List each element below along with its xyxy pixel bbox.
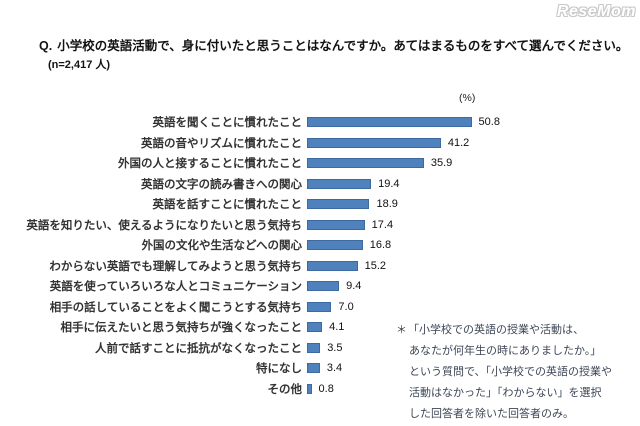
footnote-line: という質問で、「小学校での英語の授業や [396, 362, 640, 383]
chart-row: 特になし 3.4 [0, 358, 640, 379]
chart-row: 人前で話すことに抵抗がなくなったこと 3.5 [0, 338, 640, 359]
chart-row: その他 0.8 [0, 379, 640, 400]
category-label: その他 [267, 383, 303, 396]
bar [307, 199, 370, 210]
bar [307, 117, 472, 128]
bar [307, 322, 323, 333]
footnote-text: という質問で、「小学校での英語の授業や [409, 366, 613, 378]
bar [307, 281, 340, 292]
sample-size-label: (n=2,417 人) [48, 59, 111, 71]
question-prefix: Q. [39, 39, 53, 53]
chart-row: 英語の音やリズムに慣れたこと 41.2 [0, 133, 640, 154]
value-label: 0.8 [318, 382, 334, 395]
chart-row: 英語を知りたい、使えるようになりたいと思う気持ち 17.4 [0, 215, 640, 236]
footnote-text: あなたが何年生の時にありましたか。」 [409, 345, 602, 357]
bar [307, 219, 365, 230]
footnote-line: ＊「小学校での英語の授業や活動は、 [396, 320, 640, 341]
horizontal-bar-chart: 英語を聞くことに慣れたこと 50.8 英語の音やリズムに慣れたこと 41.2 外国の人と… [0, 112, 640, 399]
bar [307, 240, 363, 251]
category-label: 相手に伝えたいと思う気持ちが強くなったこと [60, 322, 303, 335]
category-label: 英語の音やリズムに慣れたこと [141, 137, 302, 150]
value-label: 16.8 [369, 239, 392, 252]
question-title: Q. 小学校の英語活動で、身に付いたと思うことはなんですか。あてはまるものをすべて… [39, 35, 628, 54]
bar [307, 342, 321, 353]
bar [307, 260, 358, 271]
bar [307, 383, 312, 394]
value-label: 17.4 [371, 218, 394, 231]
chart-row: 相手に伝えたいと思う気持ちが強くなったこと 4.1 [0, 317, 640, 338]
footnote-text: 活動はなかった」「わからない」を選択 [409, 387, 602, 399]
value-label: 19.4 [378, 177, 400, 190]
category-label: 特になし [256, 363, 302, 376]
bar [307, 158, 424, 169]
category-label: 英語を使っていろいろな人とコミュニケーション [49, 281, 302, 294]
chart-row: 外国の人と接することに慣れたこと 35.9 [0, 153, 640, 174]
value-label: 35.9 [430, 157, 453, 170]
value-label: 18.9 [376, 198, 398, 211]
category-label: 英語を聞くことに慣れたこと [152, 117, 303, 130]
chart-row: わからない英語でも理解してみようと思う気持ち 15.2 [0, 256, 640, 277]
category-label: 人前で話すことに抵抗がなくなったこと [95, 342, 302, 355]
value-label: 50.8 [478, 116, 500, 129]
category-label: 外国の人と接することに慣れたこと [118, 158, 302, 171]
bar [307, 137, 441, 148]
question-text: 小学校の英語活動で、身に付いたと思うことはなんですか。あてはまるものをすべて選ん… [57, 39, 629, 53]
category-label: 外国の文化や生活などへの関心 [141, 240, 302, 253]
category-label: 相手の話していることをよく聞こうとする気持ち [49, 301, 302, 314]
footnote-line: あなたが何年生の時にありましたか。」 [396, 341, 640, 362]
bar [307, 363, 320, 374]
value-label: 3.4 [326, 362, 343, 375]
category-label: 英語の文字の読み書きへの関心 [141, 178, 302, 191]
chart-row: 外国の文化や生活などへの関心 16.8 [0, 235, 640, 256]
chart-row: 相手の話していることをよく聞こうとする気持ち 7.0 [0, 297, 640, 318]
category-label: 英語を知りたい、使えるようになりたいと思う気持ち [26, 219, 302, 232]
value-label: 9.4 [346, 280, 362, 293]
value-label: 3.5 [327, 341, 343, 354]
chart-row: 英語の文字の読み書きへの関心 19.4 [0, 174, 640, 195]
footnote-marker: ＊ [396, 324, 407, 336]
bar [307, 178, 372, 189]
category-label: 英語を話すことに慣れたこと [152, 199, 303, 212]
footnote: ＊「小学校での英語の授業や活動は、 あなたが何年生の時にありましたか。」 という… [396, 320, 640, 425]
resemom-watermark-logo: ReseMom [556, 3, 636, 20]
chart-row: 英語を話すことに慣れたこと 18.9 [0, 194, 640, 215]
value-label: 15.2 [364, 259, 387, 272]
value-label: 41.2 [447, 136, 470, 149]
chart-row: 英語を聞くことに慣れたこと 50.8 [0, 112, 640, 133]
footnote-line: 活動はなかった」「わからない」を選択 [396, 383, 640, 404]
value-label: 4.1 [329, 321, 345, 334]
footnote-text: 「小学校での英語の授業や活動は、 [408, 324, 584, 336]
chart-row: 英語を使っていろいろな人とコミュニケーション 9.4 [0, 276, 640, 297]
value-label: 7.0 [338, 300, 354, 313]
footnote-line: した回答者を除いた回答者のみ。 [396, 404, 640, 425]
bar [307, 301, 332, 312]
percent-axis-label: (%) [459, 92, 476, 104]
category-label: わからない英語でも理解してみようと思う気持ち [49, 260, 302, 273]
footnote-text: した回答者を除いた回答者のみ。 [409, 408, 574, 420]
